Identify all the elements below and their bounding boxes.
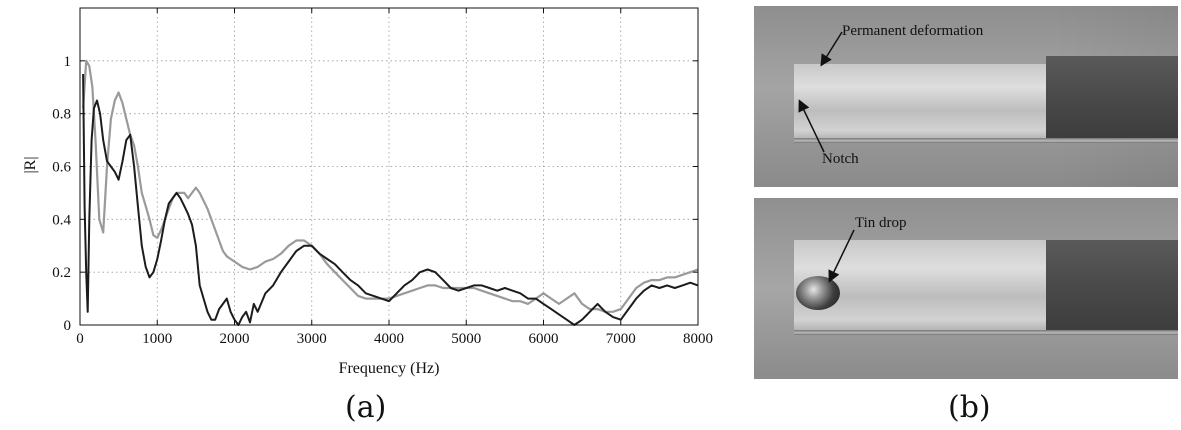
chart-grid: [80, 8, 698, 325]
arrow-notch: [798, 99, 825, 153]
y-tick-label: 0.6: [52, 160, 71, 176]
x-tick-label: 2000: [220, 331, 250, 347]
y-tick-label: 0.4: [52, 212, 71, 228]
x-tick-label: 8000: [683, 331, 713, 347]
reflection-coefficient-chart: 0 1000 2000 3000 4000 5000 6000 7000 8000 0 0.2 0.4…: [22, 7, 713, 377]
x-axis-label: Frequency (Hz): [339, 360, 440, 377]
y-tick-label: 1: [64, 54, 72, 70]
arrow-deformation: [820, 31, 843, 67]
x-tick-label: 7000: [606, 331, 636, 347]
y-axis-label: |R|: [22, 156, 39, 173]
x-tick-label: 0: [76, 331, 84, 347]
label-permanent-deformation: Permanent deformation: [842, 23, 984, 39]
x-tick-label: 4000: [374, 331, 404, 347]
chart-series: [82, 59, 699, 326]
x-tick-label: 6000: [529, 331, 559, 347]
panel-b-caption: (b): [948, 390, 991, 425]
photo-bottom-arrows: [828, 229, 855, 283]
label-tin-drop: Tin drop: [855, 215, 907, 231]
series-line-black: [82, 73, 699, 326]
panel-a-caption: (a): [345, 390, 387, 425]
x-tick-label: 3000: [297, 331, 327, 347]
arrow-tin-drop: [828, 229, 855, 283]
aluminium-strip: [794, 64, 1052, 142]
strip-edge: [794, 138, 1178, 143]
x-tick-label: 1000: [142, 331, 172, 347]
photo-top-arrows: [798, 31, 843, 153]
photo-deformed-strip: Permanent deformation Notch: [754, 6, 1178, 187]
y-tick-label: 0.8: [52, 107, 71, 123]
dark-strip-section: [1046, 56, 1178, 138]
x-tick-label: 5000: [451, 331, 481, 347]
y-tick-label: 0.2: [52, 265, 71, 281]
chart-ticks: 0 1000 2000 3000 4000 5000 6000 7000 8000 0 0.2 0.4…: [52, 8, 713, 347]
y-tick-label: 0: [64, 318, 72, 334]
dark-strip-section: [1046, 240, 1178, 330]
strip-edge: [794, 330, 1178, 335]
series-line-grey: [82, 59, 699, 313]
photo-tin-drop-strip: Tin drop: [754, 198, 1178, 379]
label-notch: Notch: [822, 151, 859, 167]
